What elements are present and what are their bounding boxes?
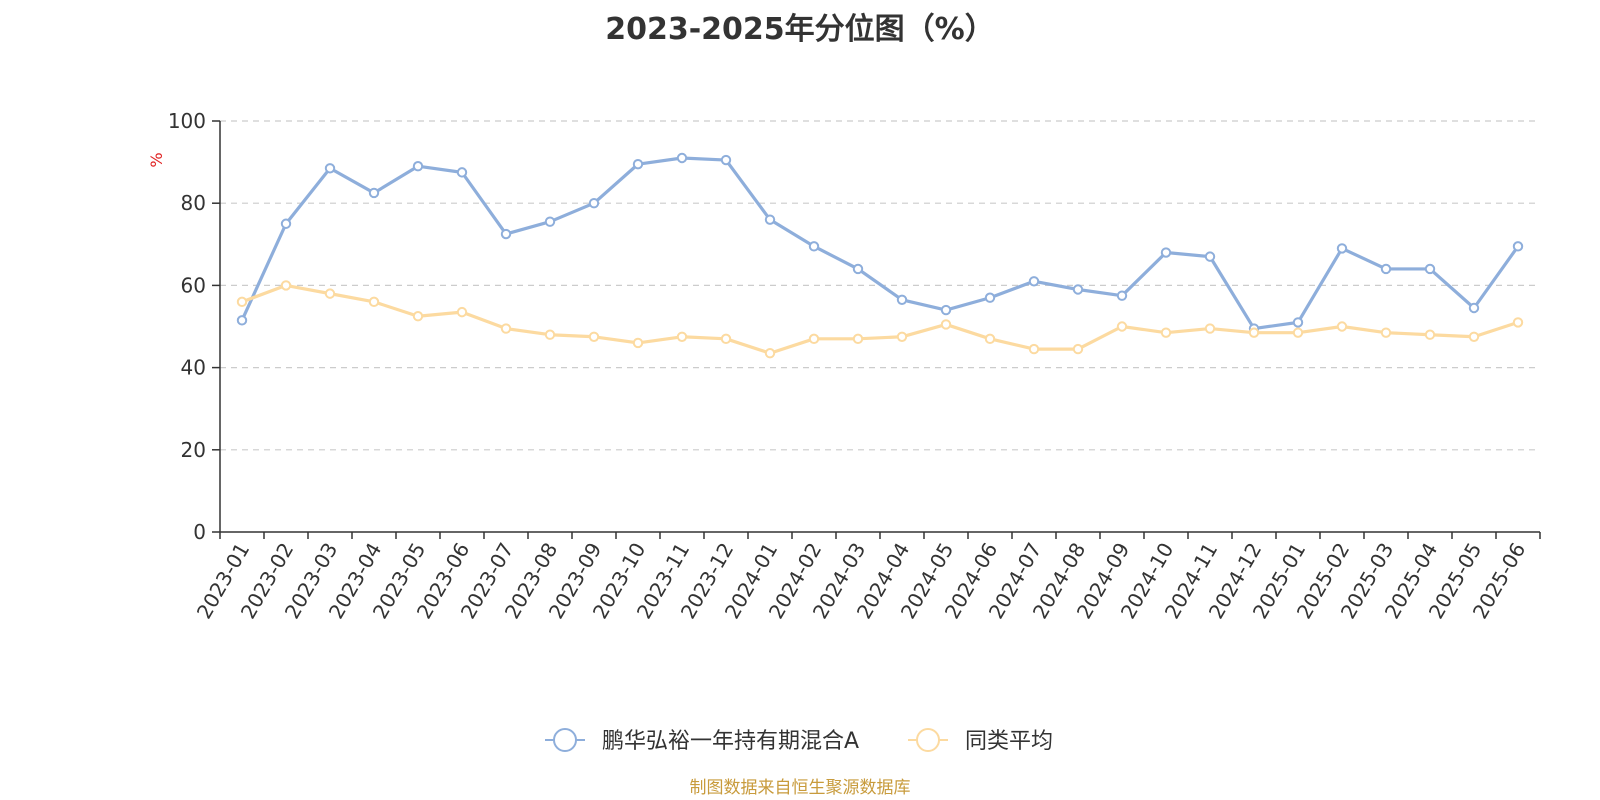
y-tick-label: 40 bbox=[181, 356, 206, 380]
data-point bbox=[412, 161, 424, 172]
data-point bbox=[764, 214, 776, 225]
data-point bbox=[236, 315, 248, 326]
data-point bbox=[412, 311, 424, 322]
data-point bbox=[500, 323, 512, 334]
data-point bbox=[1160, 327, 1172, 338]
data-point bbox=[896, 294, 908, 305]
data-point bbox=[500, 228, 512, 240]
y-tick-label: 0 bbox=[193, 520, 206, 544]
legend-label: 鹏华弘裕一年持有期混合A bbox=[602, 729, 859, 754]
y-axis-unit-label: % bbox=[147, 152, 166, 167]
data-point bbox=[1380, 263, 1392, 275]
data-point bbox=[720, 333, 732, 345]
series-line bbox=[240, 156, 1520, 331]
legend: 鹏华弘裕一年持有期混合A 同类平均 bbox=[545, 728, 1053, 754]
data-point bbox=[1204, 251, 1216, 262]
data-point bbox=[896, 331, 908, 342]
y-tick-label: 60 bbox=[181, 273, 206, 297]
y-tick-label: 80 bbox=[181, 191, 206, 215]
legend-label: 同类平均 bbox=[965, 729, 1053, 754]
data-point bbox=[324, 288, 336, 299]
data-point bbox=[1072, 343, 1084, 355]
data-point bbox=[808, 333, 820, 345]
data-point bbox=[324, 163, 336, 174]
data-point bbox=[236, 296, 248, 308]
data-point bbox=[1160, 247, 1172, 258]
data-point bbox=[368, 296, 380, 308]
data-point bbox=[632, 158, 644, 170]
data-point bbox=[676, 152, 688, 164]
data-point bbox=[456, 306, 468, 318]
data-point bbox=[984, 292, 996, 303]
data-point bbox=[280, 218, 292, 229]
data-point bbox=[984, 333, 996, 345]
data-point bbox=[764, 348, 776, 359]
legend-marker bbox=[916, 728, 940, 752]
data-point bbox=[1424, 329, 1436, 340]
data-point bbox=[1292, 317, 1304, 328]
data-point bbox=[1468, 302, 1480, 314]
chart-title: 2023-2025年分位图（%） bbox=[605, 12, 995, 47]
data-point bbox=[1072, 284, 1084, 295]
data-point bbox=[1380, 327, 1392, 338]
data-point bbox=[1336, 321, 1348, 332]
data-point bbox=[280, 280, 292, 291]
data-point bbox=[632, 337, 644, 349]
data-point bbox=[1116, 290, 1128, 301]
data-point bbox=[368, 187, 380, 199]
data-point bbox=[676, 331, 688, 342]
axes: 0204060801002023-012023-022023-032023-04… bbox=[168, 109, 1541, 623]
data-point bbox=[588, 331, 600, 342]
data-point bbox=[1248, 327, 1260, 338]
y-tick-label: 100 bbox=[168, 109, 206, 133]
data-point bbox=[1292, 327, 1304, 338]
data-point bbox=[1512, 317, 1524, 328]
source-note: 制图数据来自恒生聚源数据库 bbox=[690, 778, 911, 798]
data-point bbox=[1468, 331, 1480, 342]
series-line bbox=[241, 283, 1519, 355]
data-point bbox=[1424, 263, 1436, 275]
y-tick-label: 20 bbox=[181, 438, 206, 462]
data-point bbox=[1336, 243, 1348, 254]
data-point bbox=[940, 304, 952, 316]
data-point bbox=[852, 263, 864, 275]
data-point bbox=[852, 333, 864, 345]
data-point bbox=[1116, 321, 1128, 332]
data-point bbox=[1028, 343, 1040, 355]
data-point bbox=[1028, 276, 1040, 287]
series-area bbox=[236, 152, 1524, 359]
data-point bbox=[1512, 241, 1524, 252]
data-point bbox=[720, 154, 732, 166]
data-point bbox=[544, 216, 556, 227]
data-point bbox=[588, 198, 600, 209]
legend-marker bbox=[553, 728, 577, 752]
data-point bbox=[808, 241, 820, 252]
data-point bbox=[544, 329, 556, 340]
data-point bbox=[1204, 323, 1216, 334]
data-point bbox=[456, 167, 468, 178]
data-point bbox=[940, 319, 952, 330]
